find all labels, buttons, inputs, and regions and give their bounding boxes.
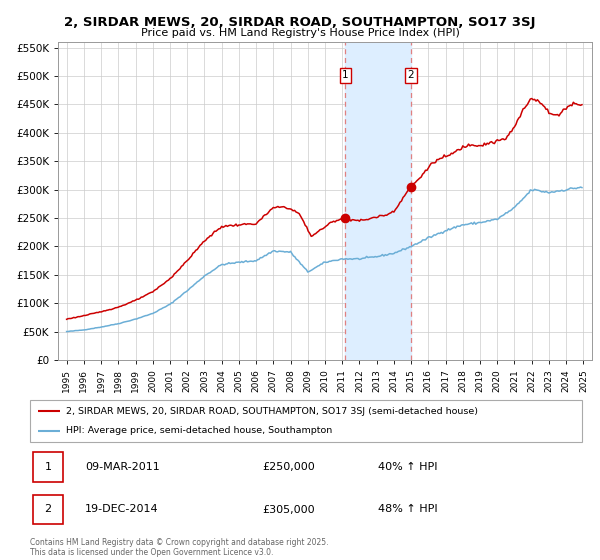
Text: 1: 1 [44,462,52,472]
Text: Contains HM Land Registry data © Crown copyright and database right 2025.
This d: Contains HM Land Registry data © Crown c… [30,538,329,557]
Text: 2: 2 [44,505,52,515]
Text: 09-MAR-2011: 09-MAR-2011 [85,462,160,472]
FancyBboxPatch shape [33,452,63,482]
Text: £305,000: £305,000 [262,505,314,515]
Text: 19-DEC-2014: 19-DEC-2014 [85,505,159,515]
Text: £250,000: £250,000 [262,462,314,472]
Text: 48% ↑ HPI: 48% ↑ HPI [378,505,437,515]
FancyBboxPatch shape [30,400,582,442]
Text: Price paid vs. HM Land Registry's House Price Index (HPI): Price paid vs. HM Land Registry's House … [140,28,460,38]
Text: 1: 1 [342,71,349,81]
Text: 2: 2 [407,71,414,81]
Text: HPI: Average price, semi-detached house, Southampton: HPI: Average price, semi-detached house,… [66,426,332,435]
FancyBboxPatch shape [33,494,63,524]
Text: 40% ↑ HPI: 40% ↑ HPI [378,462,437,472]
Text: 2, SIRDAR MEWS, 20, SIRDAR ROAD, SOUTHAMPTON, SO17 3SJ (semi-detached house): 2, SIRDAR MEWS, 20, SIRDAR ROAD, SOUTHAM… [66,407,478,416]
Bar [346,42,410,360]
Text: 2, SIRDAR MEWS, 20, SIRDAR ROAD, SOUTHAMPTON, SO17 3SJ: 2, SIRDAR MEWS, 20, SIRDAR ROAD, SOUTHAM… [64,16,536,29]
